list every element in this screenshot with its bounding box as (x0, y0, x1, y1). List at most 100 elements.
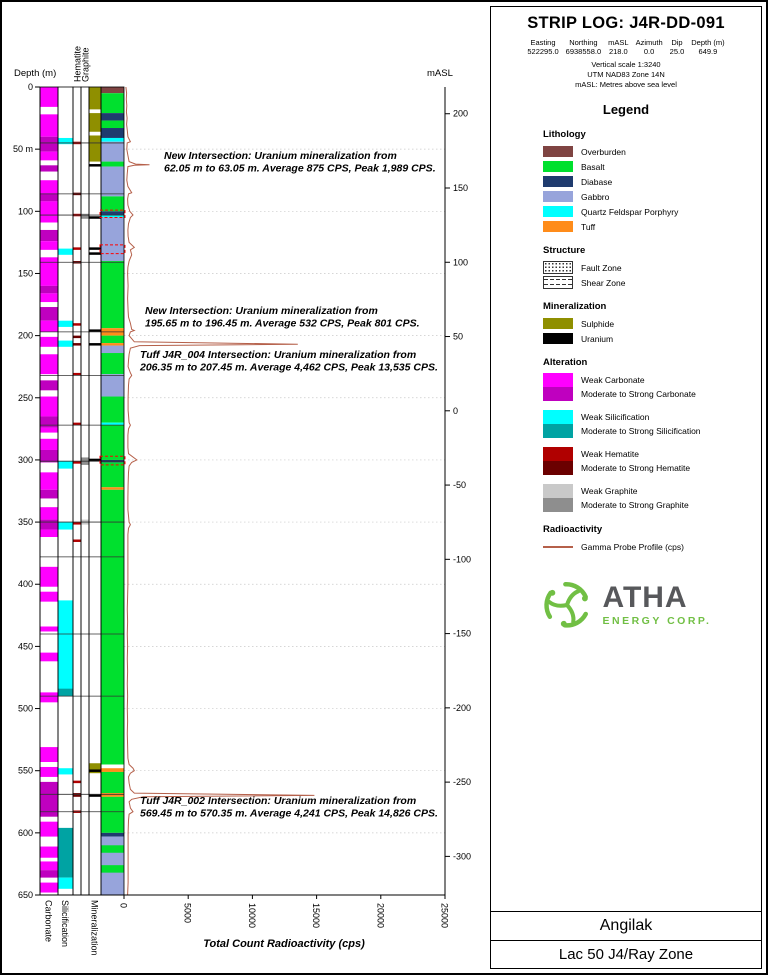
cps-tick-label: 10000 (247, 903, 257, 928)
carbonate-interval (40, 489, 58, 499)
alteration-weak-carbonate: Weak Carbonate (543, 373, 761, 388)
carbonate-interval (40, 114, 58, 137)
carbonate-interval (40, 416, 58, 428)
lithology-items: Overburden Basalt Diabase Gabbro Quartz Feld… (543, 145, 761, 233)
lithology-interval-diabase (101, 128, 124, 138)
silicification-interval (58, 340, 73, 347)
hematite-interval (73, 335, 81, 339)
gamma-profile-line (125, 86, 315, 896)
masl-tick-label: 150 (453, 183, 468, 193)
column-label-mineralization: Mineralization (90, 900, 100, 956)
alteration-moderate-to-strong-hematite-label: Moderate to Strong Hematite (581, 463, 691, 474)
carbonate-interval (40, 591, 58, 602)
lithology-interval-basalt (101, 489, 124, 765)
hematite-interval (73, 343, 81, 346)
uranium-interval (89, 252, 101, 255)
cps-axis-title: Total Count Radioactivity (cps) (203, 938, 365, 950)
masl-tick-label: 200 (453, 109, 468, 119)
silicification-interval (58, 688, 73, 697)
radioactivity-gamma-probe-profile-cps-swatch (543, 545, 573, 548)
zone-name: Lac 50 J4/Ray Zone (491, 940, 761, 968)
carbonate-interval (40, 180, 58, 194)
hematite-interval (73, 793, 81, 797)
field-label: Depth (m) (691, 38, 725, 47)
depth-tick-label: 250 (18, 393, 33, 403)
field-label: Azimuth (635, 38, 663, 47)
carbonate-interval (40, 846, 58, 858)
hematite-interval (73, 372, 81, 376)
depth-tick-label: 550 (18, 766, 33, 776)
alteration-weak-carbonate-label: Weak Carbonate (581, 375, 645, 386)
column-label-hematite: Hematite (73, 46, 83, 82)
logo-text: ATHA ENERGY CORP. (603, 583, 712, 628)
carbonate-interval (40, 136, 58, 152)
lithology-interval-basalt (101, 845, 124, 853)
alteration-group-carbonate: Weak Carbonate Moderate to Strong Carbona… (543, 373, 761, 402)
structure-shear-zone-swatch (543, 276, 573, 290)
intersection-annotation: New Intersection: Uranium mineralization… (164, 150, 397, 162)
structure-shear-zone: Shear Zone (543, 276, 761, 290)
legend-section-structure: Structure Fault Zone Shear Zone (491, 245, 761, 290)
silicification-interval (58, 248, 73, 255)
alteration-weak-silicification-swatch (543, 410, 573, 425)
carbonate-interval (40, 201, 58, 223)
alteration-weak-silicification: Weak Silicification (543, 410, 761, 425)
alteration-weak-hematite-swatch (543, 447, 573, 462)
lithology-interval-diabase (101, 832, 124, 837)
panel-header: STRIP LOG: J4R-DD-091 Easting 522295.0 Nor… (491, 7, 761, 90)
depth-tick-label: 100 (18, 206, 33, 216)
carbonate-interval (40, 519, 58, 530)
lithology-basalt-label: Basalt (581, 161, 605, 172)
alteration-moderate-to-strong-carbonate-label: Moderate to Strong Carbonate (581, 389, 696, 400)
lithology-interval-qfp (101, 137, 124, 142)
alteration-weak-graphite-swatch (543, 484, 573, 499)
carbonate-interval (40, 626, 58, 632)
field-easting: Easting 522295.0 (527, 38, 558, 56)
depth-tick-label: 400 (18, 579, 33, 589)
lithology-interval-tuff (101, 793, 124, 797)
mineralization-uranium: Uranium (543, 332, 761, 345)
lithology-interval-qfp (101, 215, 124, 218)
silicification-interval (58, 522, 73, 530)
lithology-interval-diabase (101, 113, 124, 121)
radioactivity-heading: Radioactivity (543, 524, 603, 536)
uranium-interval (89, 164, 101, 167)
alteration-moderate-to-strong-graphite-swatch (543, 498, 573, 513)
sulphide-interval (89, 87, 101, 110)
intersection-annotation: 195.65 m to 196.45 m. Average 532 CPS, P… (145, 318, 420, 330)
alteration-weak-graphite: Weak Graphite (543, 484, 761, 499)
carbonate-interval (40, 747, 58, 763)
depth-tick-label: 450 (18, 641, 33, 651)
silicification-interval (58, 877, 73, 889)
lithology-basalt-swatch (543, 161, 573, 173)
radioactivity-items: Gamma Probe Profile (cps) (543, 540, 761, 553)
alteration-group-hematite: Weak Hematite Moderate to Strong Hematite (543, 447, 761, 476)
lithology-interval-tuff (101, 487, 124, 490)
legend-section-alteration: Alteration Weak Carbonate Moderate to Str… (491, 357, 761, 513)
alteration-moderate-to-strong-graphite-label: Moderate to Strong Graphite (581, 500, 689, 511)
atha-knot-icon (543, 582, 588, 628)
panel-footer: Angilak Lac 50 J4/Ray Zone (491, 911, 761, 968)
sulphide-interval (89, 763, 101, 774)
carbonate-interval (40, 380, 58, 391)
field-label: mASL (608, 38, 629, 47)
lithology-quartz-feldspar-porphyry: Quartz Feldspar Porphyry (543, 205, 761, 218)
carbonate-interval (40, 861, 58, 871)
mineralization-uranium-label: Uranium (581, 333, 614, 344)
lithology-interval-basalt (101, 335, 124, 344)
field-value: 0.0 (643, 47, 655, 56)
lithology-tuff-swatch (543, 221, 573, 233)
lithology-interval-gabbro (101, 217, 124, 262)
intersection-annotation: Tuff J4R_002 Intersection: Uranium miner… (140, 795, 416, 807)
lithology-interval-diabase (101, 211, 124, 216)
cps-tick-label: 0 (119, 903, 129, 908)
masl-tick-label: -100 (453, 554, 471, 564)
masl-tick-label: 100 (453, 257, 468, 267)
lithology-interval-gabbro (101, 141, 124, 162)
field-value: 25.0 (669, 47, 685, 56)
project-name: Angilak (599, 917, 653, 934)
sulphide-interval (89, 135, 101, 162)
carbonate-interval (40, 652, 58, 662)
lithology-diabase-swatch (543, 176, 573, 188)
